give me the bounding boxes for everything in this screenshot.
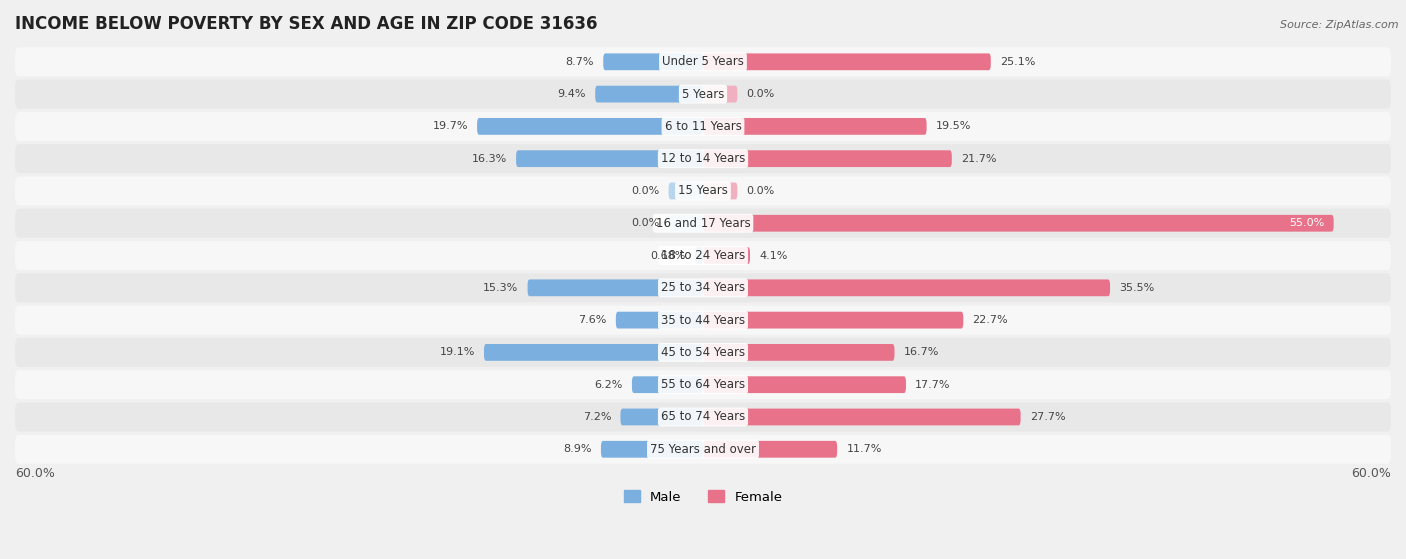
Text: 21.7%: 21.7% bbox=[960, 154, 997, 164]
Text: 45 to 54 Years: 45 to 54 Years bbox=[661, 346, 745, 359]
Text: 19.1%: 19.1% bbox=[440, 347, 475, 357]
FancyBboxPatch shape bbox=[703, 150, 952, 167]
Text: 8.9%: 8.9% bbox=[564, 444, 592, 454]
FancyBboxPatch shape bbox=[703, 183, 737, 200]
Text: 7.6%: 7.6% bbox=[578, 315, 606, 325]
FancyBboxPatch shape bbox=[477, 118, 703, 135]
FancyBboxPatch shape bbox=[15, 306, 1391, 335]
FancyBboxPatch shape bbox=[15, 273, 1391, 302]
FancyBboxPatch shape bbox=[15, 209, 1391, 238]
Text: 8.7%: 8.7% bbox=[565, 57, 595, 67]
FancyBboxPatch shape bbox=[15, 48, 1391, 77]
Text: Under 5 Years: Under 5 Years bbox=[662, 55, 744, 68]
FancyBboxPatch shape bbox=[695, 247, 703, 264]
Text: 9.4%: 9.4% bbox=[558, 89, 586, 99]
FancyBboxPatch shape bbox=[595, 86, 703, 102]
Text: 12 to 14 Years: 12 to 14 Years bbox=[661, 152, 745, 165]
Text: INCOME BELOW POVERTY BY SEX AND AGE IN ZIP CODE 31636: INCOME BELOW POVERTY BY SEX AND AGE IN Z… bbox=[15, 15, 598, 33]
Text: 0.0%: 0.0% bbox=[631, 186, 659, 196]
Text: 18 to 24 Years: 18 to 24 Years bbox=[661, 249, 745, 262]
Text: 55 to 64 Years: 55 to 64 Years bbox=[661, 378, 745, 391]
Text: 0.68%: 0.68% bbox=[651, 250, 686, 260]
FancyBboxPatch shape bbox=[15, 435, 1391, 464]
Text: 4.1%: 4.1% bbox=[759, 250, 787, 260]
FancyBboxPatch shape bbox=[631, 376, 703, 393]
Text: 15 Years: 15 Years bbox=[678, 184, 728, 197]
FancyBboxPatch shape bbox=[703, 409, 1021, 425]
FancyBboxPatch shape bbox=[703, 441, 837, 458]
FancyBboxPatch shape bbox=[703, 344, 894, 361]
FancyBboxPatch shape bbox=[669, 183, 703, 200]
Text: 75 Years and over: 75 Years and over bbox=[650, 443, 756, 456]
Text: 19.5%: 19.5% bbox=[936, 121, 972, 131]
Text: 22.7%: 22.7% bbox=[973, 315, 1008, 325]
FancyBboxPatch shape bbox=[603, 54, 703, 70]
FancyBboxPatch shape bbox=[484, 344, 703, 361]
Legend: Male, Female: Male, Female bbox=[619, 485, 787, 509]
Text: 0.0%: 0.0% bbox=[631, 218, 659, 228]
FancyBboxPatch shape bbox=[15, 338, 1391, 367]
FancyBboxPatch shape bbox=[15, 370, 1391, 399]
FancyBboxPatch shape bbox=[703, 247, 749, 264]
Text: 35.5%: 35.5% bbox=[1119, 283, 1154, 293]
Text: 35 to 44 Years: 35 to 44 Years bbox=[661, 314, 745, 326]
FancyBboxPatch shape bbox=[703, 86, 737, 102]
FancyBboxPatch shape bbox=[15, 144, 1391, 173]
Text: 19.7%: 19.7% bbox=[433, 121, 468, 131]
Text: 6.2%: 6.2% bbox=[595, 380, 623, 390]
FancyBboxPatch shape bbox=[620, 409, 703, 425]
Text: 6 to 11 Years: 6 to 11 Years bbox=[665, 120, 741, 133]
Text: 60.0%: 60.0% bbox=[15, 467, 55, 480]
FancyBboxPatch shape bbox=[15, 177, 1391, 206]
Text: 16.3%: 16.3% bbox=[471, 154, 508, 164]
FancyBboxPatch shape bbox=[616, 312, 703, 329]
Text: 7.2%: 7.2% bbox=[582, 412, 612, 422]
Text: 27.7%: 27.7% bbox=[1029, 412, 1066, 422]
Text: 55.0%: 55.0% bbox=[1289, 218, 1324, 228]
FancyBboxPatch shape bbox=[600, 441, 703, 458]
FancyBboxPatch shape bbox=[516, 150, 703, 167]
FancyBboxPatch shape bbox=[15, 79, 1391, 108]
FancyBboxPatch shape bbox=[703, 376, 905, 393]
Text: 11.7%: 11.7% bbox=[846, 444, 882, 454]
FancyBboxPatch shape bbox=[527, 280, 703, 296]
FancyBboxPatch shape bbox=[15, 112, 1391, 141]
FancyBboxPatch shape bbox=[703, 54, 991, 70]
Text: 65 to 74 Years: 65 to 74 Years bbox=[661, 410, 745, 424]
Text: 25.1%: 25.1% bbox=[1000, 57, 1035, 67]
FancyBboxPatch shape bbox=[15, 241, 1391, 270]
FancyBboxPatch shape bbox=[703, 312, 963, 329]
FancyBboxPatch shape bbox=[703, 280, 1111, 296]
Text: 0.0%: 0.0% bbox=[747, 89, 775, 99]
Text: 25 to 34 Years: 25 to 34 Years bbox=[661, 281, 745, 295]
FancyBboxPatch shape bbox=[703, 215, 1334, 231]
Text: 17.7%: 17.7% bbox=[915, 380, 950, 390]
Text: 16.7%: 16.7% bbox=[904, 347, 939, 357]
FancyBboxPatch shape bbox=[15, 402, 1391, 432]
Text: 16 and 17 Years: 16 and 17 Years bbox=[655, 217, 751, 230]
Text: 0.0%: 0.0% bbox=[747, 186, 775, 196]
Text: Source: ZipAtlas.com: Source: ZipAtlas.com bbox=[1281, 20, 1399, 30]
FancyBboxPatch shape bbox=[703, 118, 927, 135]
Text: 15.3%: 15.3% bbox=[484, 283, 519, 293]
FancyBboxPatch shape bbox=[669, 215, 703, 231]
Text: 5 Years: 5 Years bbox=[682, 88, 724, 101]
Text: 60.0%: 60.0% bbox=[1351, 467, 1391, 480]
